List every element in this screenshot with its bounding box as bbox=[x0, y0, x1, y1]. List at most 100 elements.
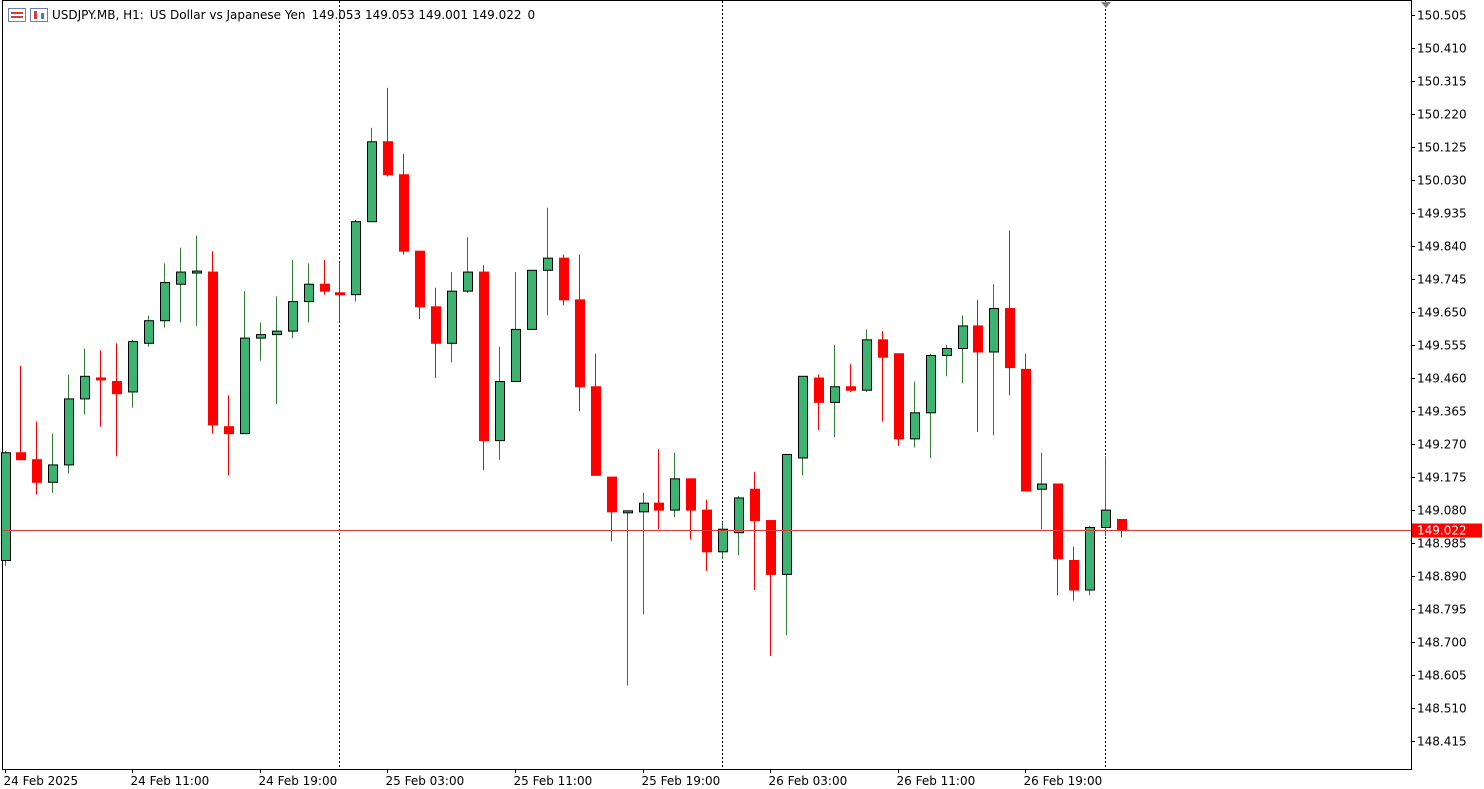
candle-body-bullish bbox=[734, 497, 744, 534]
candle bbox=[495, 346, 505, 460]
period-separators bbox=[339, 1, 1106, 769]
chart-bars-icon[interactable] bbox=[30, 8, 48, 22]
candle-body-bearish bbox=[766, 520, 776, 575]
candle bbox=[639, 492, 649, 615]
y-tick-label: 149.175 bbox=[1417, 471, 1467, 485]
candle-body-bullish bbox=[176, 271, 186, 285]
candle-body-bullish bbox=[782, 454, 792, 575]
candle-body-bearish bbox=[814, 377, 824, 403]
y-tick-label: 150.410 bbox=[1417, 42, 1467, 56]
candle bbox=[80, 348, 90, 415]
candle bbox=[112, 343, 122, 457]
y-tick-label: 149.460 bbox=[1417, 372, 1467, 386]
candle-body-bearish bbox=[399, 174, 409, 252]
candle bbox=[926, 353, 936, 458]
candle bbox=[208, 251, 218, 434]
candle-body-bullish bbox=[463, 271, 473, 292]
candle-body-bearish bbox=[479, 271, 489, 442]
candle-body-bullish bbox=[511, 328, 521, 383]
candle bbox=[654, 449, 664, 530]
candle bbox=[830, 345, 840, 438]
candle-body-bearish bbox=[320, 283, 330, 292]
candle-body-bullish bbox=[798, 375, 808, 459]
y-tick-label: 149.555 bbox=[1417, 339, 1467, 353]
chart-shift-marker-icon[interactable] bbox=[1101, 2, 1111, 8]
candle bbox=[1021, 353, 1031, 492]
candle-body-bullish bbox=[288, 301, 298, 332]
candle bbox=[591, 353, 601, 476]
candle bbox=[511, 272, 521, 383]
candle bbox=[431, 287, 441, 379]
candle bbox=[958, 315, 968, 384]
candle bbox=[1085, 525, 1095, 596]
candle-body-bullish bbox=[272, 330, 282, 336]
candle bbox=[862, 329, 872, 392]
candle-body-bullish bbox=[926, 354, 936, 414]
candle bbox=[335, 263, 345, 321]
candle bbox=[1037, 452, 1047, 530]
candle bbox=[734, 496, 744, 556]
candle bbox=[224, 395, 234, 476]
candle-body-bearish bbox=[383, 141, 393, 176]
y-tick-label: 150.125 bbox=[1417, 141, 1467, 155]
candle-body-bearish bbox=[1053, 483, 1063, 560]
candle bbox=[48, 433, 58, 493]
y-tick-label: 149.270 bbox=[1417, 438, 1467, 452]
candle-body-bearish bbox=[1005, 308, 1015, 369]
candle-body-bullish bbox=[256, 334, 266, 339]
candle-body-bearish bbox=[16, 452, 26, 461]
candle-body-bullish bbox=[670, 478, 680, 511]
ohlc-values: 149.053 149.053 149.001 149.022 bbox=[311, 8, 522, 22]
current-price-line: 149.022 bbox=[3, 523, 1482, 538]
candle-body-bearish bbox=[607, 476, 617, 513]
candle-body-bullish bbox=[623, 510, 633, 514]
candle-body-bullish bbox=[942, 348, 952, 356]
candle-body-bearish bbox=[1021, 368, 1031, 492]
candle bbox=[798, 375, 808, 476]
candle-body-bullish bbox=[1, 452, 11, 561]
candle-body-bullish bbox=[543, 257, 553, 271]
candle bbox=[559, 254, 569, 306]
candle-body-bearish bbox=[208, 271, 218, 426]
price-axis[interactable]: 150.505 150.410 150.315 150.220 150.125 150.0… bbox=[1411, 9, 1467, 749]
candle-body-bullish bbox=[1037, 483, 1047, 490]
candle bbox=[1101, 456, 1111, 537]
time-axis[interactable]: 24 Feb 2025 24 Feb 11:00 24 Feb 19:00 25 Fe… bbox=[4, 769, 1103, 788]
candle-body-bearish bbox=[591, 386, 601, 476]
candle bbox=[846, 364, 856, 392]
candle bbox=[272, 296, 282, 405]
candle-body-bullish bbox=[160, 281, 170, 322]
candle-body-bullish bbox=[910, 412, 920, 440]
candle bbox=[240, 291, 250, 435]
candle-body-bullish bbox=[367, 141, 377, 223]
candle-body-bullish bbox=[527, 269, 537, 330]
candle bbox=[575, 254, 585, 412]
market-watch-icon[interactable] bbox=[8, 8, 26, 22]
candle bbox=[160, 263, 170, 328]
y-tick-label: 149.080 bbox=[1417, 504, 1467, 518]
candle bbox=[383, 87, 393, 177]
candle-body-bearish bbox=[112, 381, 122, 395]
x-tick-label: 24 Feb 11:00 bbox=[131, 774, 210, 788]
x-tick-label: 24 Feb 2025 bbox=[4, 774, 79, 788]
candle-body-bullish bbox=[958, 325, 968, 350]
y-tick-label: 148.795 bbox=[1417, 603, 1467, 617]
candle-body-bullish bbox=[862, 339, 872, 391]
volume-value: 0 bbox=[527, 8, 536, 22]
candle bbox=[304, 263, 314, 323]
y-tick-label: 148.700 bbox=[1417, 636, 1467, 650]
candle bbox=[973, 299, 983, 432]
candle bbox=[288, 259, 298, 339]
plot-area[interactable] bbox=[2, 0, 1412, 770]
y-tick-label: 149.840 bbox=[1417, 240, 1467, 254]
candle-body-bearish bbox=[415, 250, 425, 308]
candle-body-bullish bbox=[128, 341, 138, 393]
candle-body-bearish bbox=[1069, 559, 1079, 591]
x-tick-label: 26 Feb 11:00 bbox=[897, 774, 976, 788]
candle bbox=[399, 153, 409, 255]
candle bbox=[623, 510, 633, 686]
candle-body-bearish bbox=[96, 377, 106, 381]
candle bbox=[1005, 230, 1015, 396]
candle bbox=[176, 247, 186, 323]
